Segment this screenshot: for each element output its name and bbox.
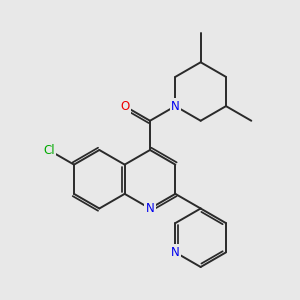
Text: N: N [146,202,154,215]
Text: N: N [171,246,180,259]
Text: Cl: Cl [43,143,55,157]
Text: O: O [120,100,129,112]
Text: N: N [171,100,180,112]
